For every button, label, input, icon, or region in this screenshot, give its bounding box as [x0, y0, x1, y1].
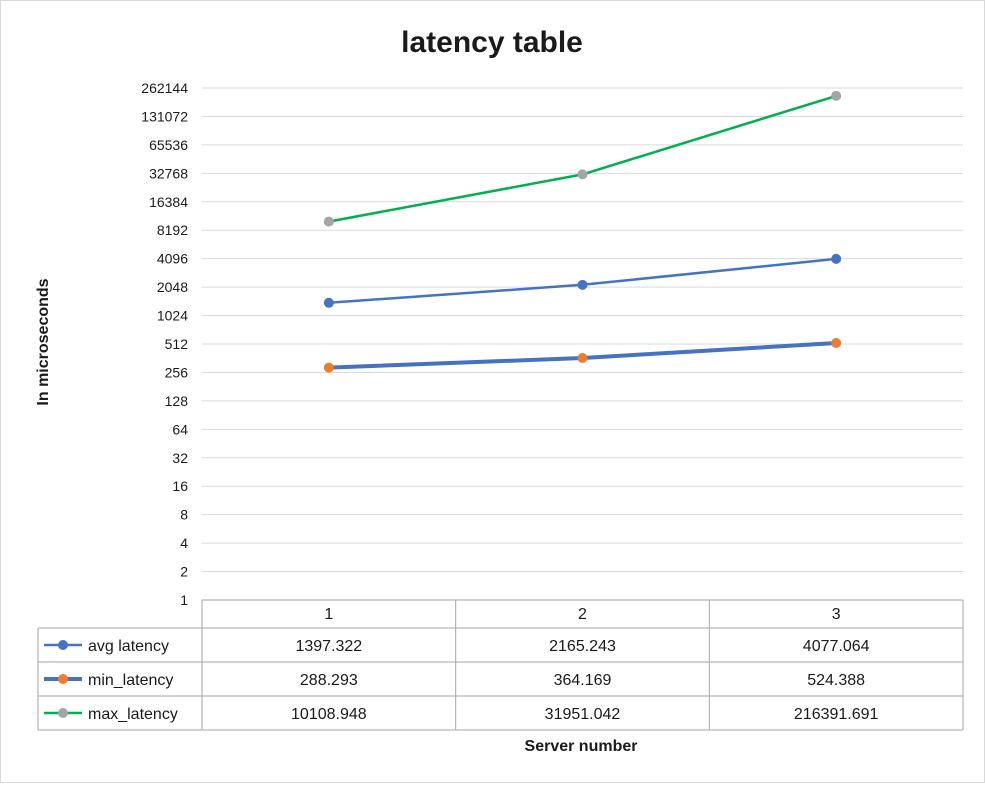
table-cell-value: 2165.243 [549, 638, 616, 655]
x-tick-label: 3 [832, 606, 841, 623]
table-cell-value: 10108.948 [291, 706, 367, 723]
y-tick-label: 65536 [149, 137, 188, 153]
chart-title: latency table [401, 26, 583, 59]
y-tick-label: 2 [180, 564, 188, 580]
data-point-max-latency [577, 169, 588, 180]
y-tick-label: 2048 [157, 279, 188, 295]
y-axis-ticks: 1 2 4 8 16 32 64 128 256 512 1024 2048 4096 8192 16384… [141, 80, 188, 608]
data-point-avg-latency [577, 279, 588, 290]
data-point-max-latency [323, 216, 334, 227]
data-point-avg-latency [323, 297, 334, 308]
x-tick-label: 1 [324, 606, 333, 623]
y-tick-label: 8192 [157, 222, 188, 238]
table-cell-value: 288.293 [300, 672, 358, 689]
data-point-avg-latency [831, 253, 842, 264]
table-cell-value: 31951.042 [545, 706, 621, 723]
y-tick-label: 32 [172, 450, 188, 466]
table-cell-value: 524.388 [807, 672, 865, 689]
legend-label: max_latency [88, 706, 178, 723]
data-point-min-latency [831, 338, 842, 349]
y-axis-label: In microseconds [35, 278, 52, 405]
y-tick-label: 131072 [141, 108, 188, 124]
legend-label: avg latency [88, 638, 169, 655]
data-point-min-latency [577, 352, 588, 363]
y-tick-label: 262144 [141, 80, 188, 96]
table-cell-value: 216391.691 [794, 706, 879, 723]
data-table: 1 2 3 avg latency 1397.322 2165.243 4077.064 mi… [37, 599, 964, 731]
y-tick-label: 4096 [157, 251, 188, 267]
data-point-max-latency [831, 90, 842, 101]
x-tick-label: 2 [578, 606, 587, 623]
data-point-min-latency [323, 362, 334, 373]
y-tick-label: 16384 [149, 194, 188, 210]
x-axis-label: Server number [525, 738, 638, 755]
legend-marker [58, 674, 68, 684]
y-tick-label: 64 [172, 421, 188, 437]
y-tick-label: 32768 [149, 165, 188, 181]
y-tick-label: 8 [180, 507, 188, 523]
y-tick-label: 256 [165, 364, 189, 380]
y-tick-label: 1 [180, 592, 188, 608]
legend-marker [58, 708, 68, 718]
y-tick-label: 4 [180, 535, 188, 551]
y-tick-label: 512 [165, 336, 189, 352]
legend-marker [58, 640, 68, 650]
series-layer [323, 90, 842, 373]
legend-label: min_latency [88, 672, 173, 689]
table-cell-value: 4077.064 [803, 638, 870, 655]
table-cell-value: 364.169 [554, 672, 612, 689]
table-cell-value: 1397.322 [295, 638, 362, 655]
y-tick-label: 128 [165, 393, 189, 409]
y-tick-label: 16 [172, 478, 188, 494]
y-tick-label: 1024 [157, 308, 188, 324]
